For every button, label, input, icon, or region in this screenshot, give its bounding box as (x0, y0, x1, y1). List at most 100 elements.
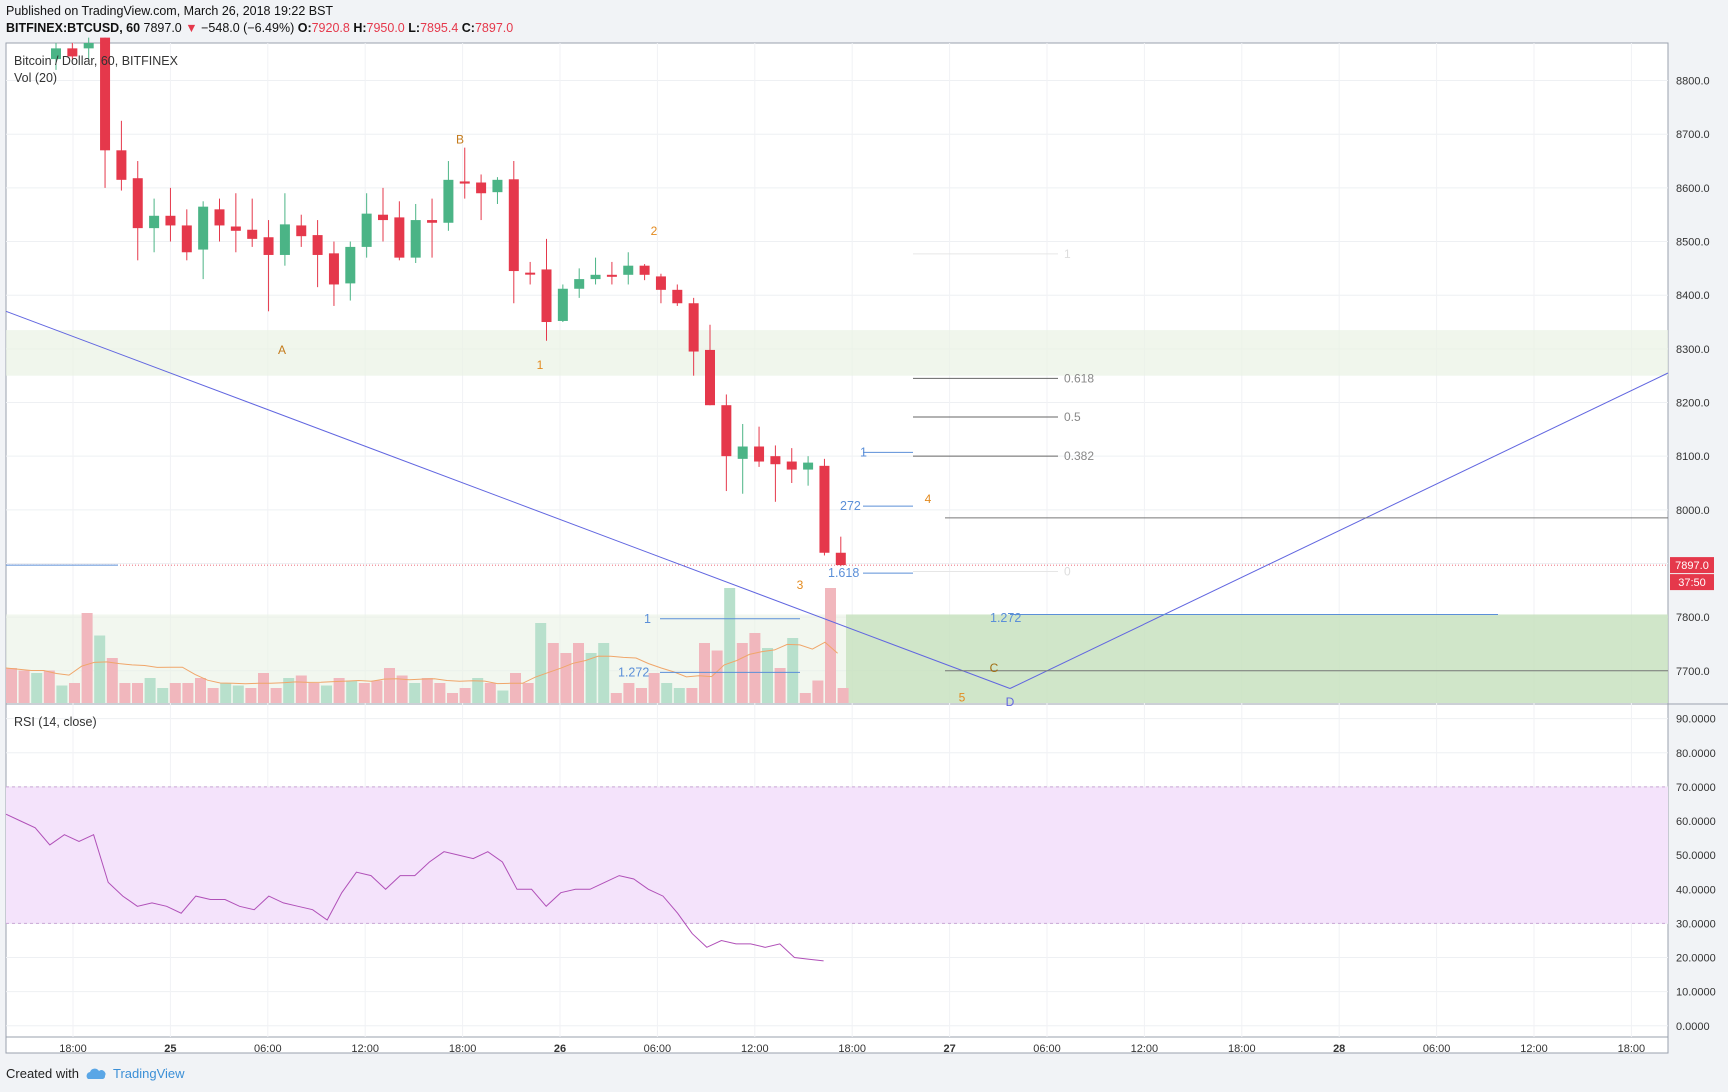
volume-bar (522, 683, 534, 703)
volume-bar (346, 680, 358, 703)
price-tick-label: 8800.0 (1676, 76, 1710, 88)
volume-bar (157, 688, 169, 703)
rsi-band (6, 786, 1668, 924)
volume-bar (6, 668, 17, 703)
extension-label: 1.272 (990, 611, 1021, 625)
rsi-tick-label: 10.0000 (1676, 987, 1716, 999)
extension-label: 272 (840, 499, 861, 513)
rsi-tick-label: 90.0000 (1676, 714, 1716, 726)
footer-brand[interactable]: TradingView (112, 1066, 185, 1081)
candle-body (279, 224, 290, 255)
volume-bar (421, 678, 433, 703)
volume-bar (547, 643, 559, 703)
volume-bar (686, 688, 698, 703)
candle-body (247, 229, 258, 239)
wave-label: D (1006, 695, 1015, 709)
volume-bar (358, 683, 370, 703)
wave-label: 4 (925, 492, 932, 506)
candle-body (263, 237, 274, 255)
candle-body (655, 276, 666, 290)
candle-body (165, 215, 176, 226)
wave-label: 3 (797, 578, 804, 592)
rsi-tick-label: 20.0000 (1676, 953, 1716, 965)
volume-bar (673, 688, 685, 703)
volume-ma-line (5, 641, 838, 685)
volume-bar (573, 643, 584, 703)
volume-bar (81, 613, 93, 703)
volume-bar (106, 658, 118, 703)
wave-label: B (456, 133, 464, 147)
volume-bar (459, 688, 471, 703)
candle-body (410, 220, 421, 258)
last-price-tag-bg (1670, 557, 1714, 574)
candle-body (312, 235, 323, 255)
candle-body (557, 288, 568, 321)
price-tick-label: 8600.0 (1676, 183, 1710, 195)
volume-bar (169, 683, 181, 703)
footer: Created with TradingView (6, 1066, 185, 1081)
ohlc-high-value: 7950.0 (366, 21, 405, 35)
candle-body (427, 220, 438, 223)
ohlc-open-value: 7920.8 (311, 21, 350, 35)
target-zone (846, 614, 1668, 703)
volume-bar (610, 693, 622, 703)
candle-body (214, 209, 225, 226)
chart-title: Bitcoin / Dollar, 60, BITFINEX (14, 54, 179, 68)
time-tick-label: 12:00 (741, 1043, 769, 1055)
volume-bar (812, 680, 824, 703)
fib-level-label: 0.382 (1064, 449, 1094, 463)
candle-body (476, 182, 487, 194)
volume-bar (560, 653, 572, 703)
volume-bar (56, 685, 68, 703)
time-tick-label: 25 (164, 1043, 176, 1055)
ohlc-low-label: L: (408, 21, 421, 35)
volume-bar (321, 685, 332, 703)
volume-bar (799, 693, 811, 703)
price-tick-label: 8200.0 (1676, 398, 1710, 410)
volume-bar (623, 683, 635, 703)
volume-bar (472, 678, 484, 703)
volume-bar (585, 653, 597, 703)
fib-level-label: 0.618 (1064, 371, 1094, 385)
down-arrow-icon: ▼ (185, 21, 198, 35)
time-tick-label: 12:00 (351, 1043, 379, 1055)
price-tick-label: 7700.0 (1676, 666, 1710, 678)
candle-body (198, 206, 209, 250)
rsi-title: RSI (14, close) (14, 715, 97, 729)
candle-body (492, 179, 503, 193)
resistance-zone (6, 330, 1668, 376)
extension-label: 1.272 (618, 665, 649, 679)
extension-label: 1.618 (828, 566, 859, 580)
ohlc-close-value: 7897.0 (474, 21, 514, 35)
candle-body (672, 289, 683, 304)
candle-body (574, 279, 585, 289)
candle-body (132, 178, 143, 229)
candle-body (67, 48, 78, 57)
ticker[interactable]: BITFINEX:BTCUSD, 60 (6, 21, 141, 35)
candle-body (721, 405, 732, 457)
time-tick-label: 18:00 (1618, 1043, 1646, 1055)
time-tick-label: 12:00 (1131, 1043, 1159, 1055)
volume-bar (447, 693, 458, 703)
volume-bar (648, 673, 660, 703)
last-price: 7897.0 (143, 21, 182, 35)
candle-body (606, 274, 617, 277)
volume-bar (749, 633, 761, 703)
ohlc-close-label: C: (461, 21, 475, 35)
footer-created-with: Created with (6, 1066, 79, 1081)
price-tick-label: 8400.0 (1676, 290, 1710, 302)
volume-bar (18, 670, 30, 703)
volume-bar (144, 678, 156, 703)
rsi-tick-label: 40.0000 (1676, 884, 1716, 896)
symbol-info-line: BITFINEX:BTCUSD, 60 7897.0 ▼ −548.0 (−6.… (6, 21, 513, 35)
volume-bar (724, 588, 736, 703)
candle-body (525, 272, 536, 275)
time-tick-label: 06:00 (254, 1043, 282, 1055)
price-tick-label: 8300.0 (1676, 344, 1710, 356)
countdown-tag-bg (1670, 574, 1714, 591)
volume-bar (371, 680, 383, 703)
candle-body (116, 150, 127, 180)
trend-line-up (1009, 372, 1669, 689)
volume-bar (270, 688, 282, 703)
